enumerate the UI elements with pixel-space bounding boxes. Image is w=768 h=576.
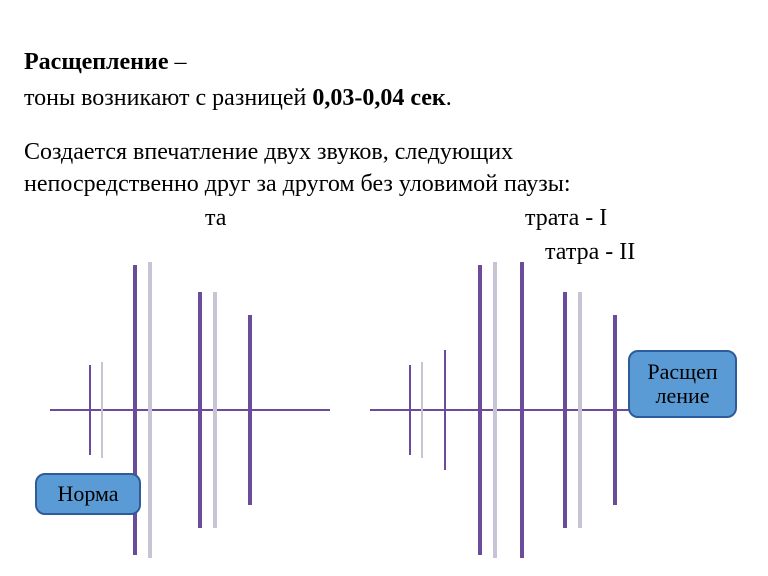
label-split: Расщеп ление bbox=[628, 350, 737, 418]
label-norma-text: Норма bbox=[57, 481, 118, 507]
label-norma: Норма bbox=[35, 473, 141, 515]
line-2: тоны возникают с разницей 0,03-0,04 сек. bbox=[24, 82, 744, 114]
line2-a: тоны возникают с разницей bbox=[24, 85, 312, 111]
paragraph: Создается впечатление двух звуков, следу… bbox=[24, 136, 584, 201]
label-split-text: Расщеп ление bbox=[647, 360, 717, 408]
title-suffix: – bbox=[168, 49, 186, 75]
title-word: Расщепление bbox=[24, 49, 168, 75]
line2-c: . bbox=[446, 85, 452, 111]
title-line: Расщепление – bbox=[24, 46, 744, 78]
line2-b: 0,03-0,04 сек bbox=[312, 85, 445, 111]
